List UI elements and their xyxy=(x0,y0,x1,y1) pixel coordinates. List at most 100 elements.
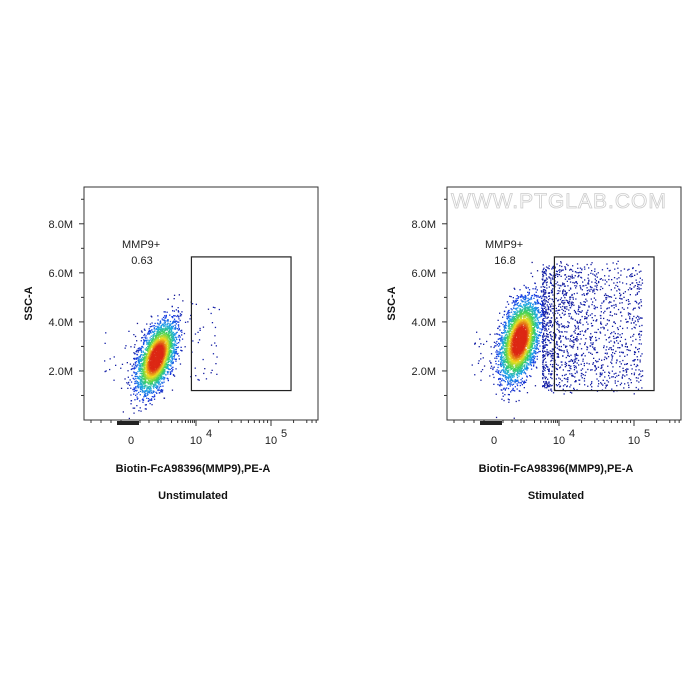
data-point xyxy=(559,331,561,333)
data-point xyxy=(619,347,621,349)
data-point xyxy=(148,342,150,344)
data-point xyxy=(579,306,581,308)
data-point xyxy=(109,368,111,371)
data-point xyxy=(547,351,549,353)
data-point xyxy=(155,342,158,344)
data-point xyxy=(594,268,596,270)
data-point xyxy=(544,328,546,330)
data-point xyxy=(632,335,634,337)
data-point xyxy=(591,262,593,264)
data-point xyxy=(197,341,199,344)
data-point xyxy=(542,311,544,313)
data-point xyxy=(137,364,139,366)
y-tick-label: 8.0M xyxy=(49,219,73,231)
data-point xyxy=(167,330,170,333)
data-point xyxy=(493,341,496,343)
data-point xyxy=(604,283,606,285)
data-point xyxy=(576,336,578,338)
data-point xyxy=(545,344,547,346)
data-point xyxy=(565,362,568,365)
data-point xyxy=(569,338,571,340)
data-point xyxy=(153,352,155,354)
data-point xyxy=(594,365,596,367)
data-point xyxy=(149,377,151,379)
data-point xyxy=(591,313,593,315)
data-point xyxy=(609,377,611,379)
data-point xyxy=(120,367,122,369)
data-point xyxy=(583,380,586,382)
data-point xyxy=(167,359,169,361)
data-point xyxy=(579,322,582,324)
data-point xyxy=(163,332,165,334)
data-point xyxy=(560,316,562,318)
data-point xyxy=(582,281,584,283)
data-point xyxy=(576,263,579,265)
data-point xyxy=(562,369,564,371)
data-point xyxy=(134,335,137,338)
data-points xyxy=(104,294,220,420)
data-point xyxy=(544,329,546,332)
data-point xyxy=(173,294,176,296)
data-point xyxy=(162,319,164,321)
data-point xyxy=(576,371,578,374)
data-point xyxy=(142,374,145,376)
data-point xyxy=(160,341,162,343)
data-point xyxy=(580,348,583,350)
data-point xyxy=(587,368,589,371)
data-point xyxy=(148,341,150,343)
data-point xyxy=(148,385,150,388)
data-point xyxy=(160,325,163,327)
data-point xyxy=(147,348,149,350)
data-point xyxy=(550,337,552,339)
data-point xyxy=(143,378,145,380)
data-point xyxy=(146,389,148,391)
data-point xyxy=(605,339,607,341)
data-point xyxy=(159,320,162,322)
data-point xyxy=(618,288,620,290)
data-point xyxy=(168,339,170,341)
data-point xyxy=(574,353,576,356)
data-point xyxy=(166,353,168,356)
data-point xyxy=(156,392,158,394)
data-point xyxy=(142,351,144,353)
data-point xyxy=(641,370,644,372)
data-point xyxy=(560,270,562,272)
data-point xyxy=(171,339,173,342)
data-point xyxy=(178,326,180,328)
data-point xyxy=(140,350,142,352)
data-point xyxy=(155,380,158,382)
data-point xyxy=(175,336,177,338)
data-point xyxy=(580,363,582,365)
data-point xyxy=(194,367,196,369)
data-point xyxy=(133,352,135,354)
data-point xyxy=(542,289,545,291)
data-point xyxy=(616,290,618,292)
data-point xyxy=(168,324,170,326)
data-point xyxy=(142,398,144,400)
data-point xyxy=(633,372,636,374)
data-point xyxy=(604,310,606,312)
data-point xyxy=(630,288,632,290)
data-point xyxy=(545,274,547,276)
data-point xyxy=(610,361,612,363)
data-point xyxy=(575,367,577,369)
data-point xyxy=(161,369,163,371)
data-point xyxy=(610,296,613,298)
data-point xyxy=(144,360,146,362)
data-point xyxy=(164,321,166,324)
data-point xyxy=(561,308,563,310)
data-point xyxy=(140,410,142,412)
y-tick-label: 4.0M xyxy=(49,317,73,329)
data-point xyxy=(132,407,134,409)
data-point xyxy=(555,378,557,380)
data-point xyxy=(141,372,143,374)
data-point xyxy=(611,357,613,359)
data-point xyxy=(536,358,538,360)
data-point xyxy=(168,335,170,337)
data-point xyxy=(542,276,544,278)
data-point xyxy=(140,359,142,361)
data-point xyxy=(620,320,622,322)
data-point xyxy=(565,373,567,376)
data-point xyxy=(596,276,598,278)
data-point xyxy=(160,373,163,375)
